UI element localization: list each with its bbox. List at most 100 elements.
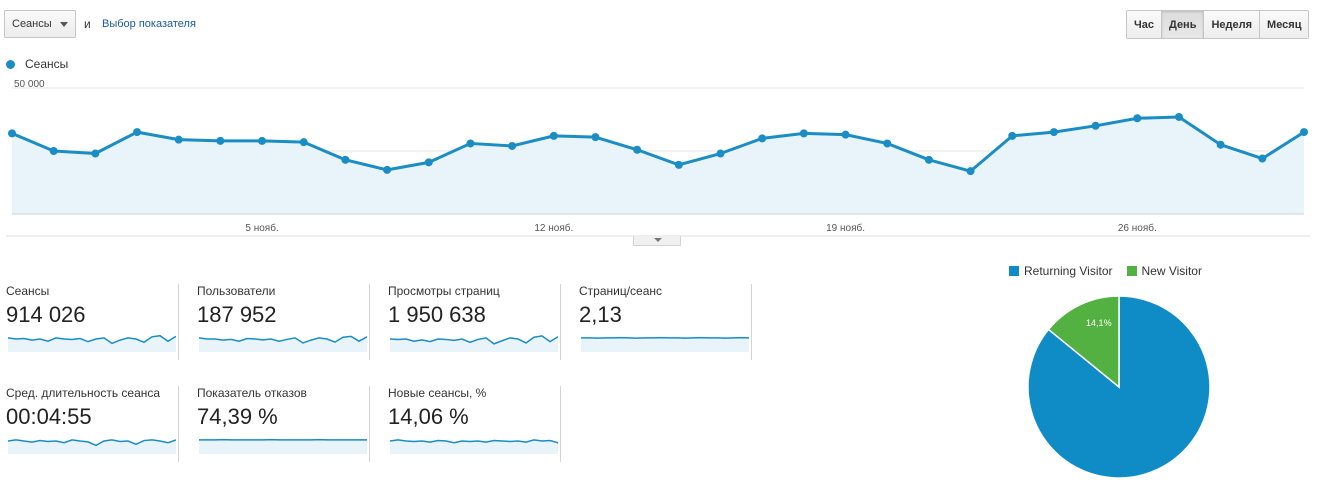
kpi-sparkline	[8, 334, 176, 352]
kpi-sparkline	[8, 439, 176, 454]
data-point[interactable]	[1174, 112, 1183, 121]
kpi-bounce-rate: Показатель отказов 74,39 %	[197, 386, 370, 462]
data-point[interactable]	[424, 158, 433, 167]
y-tick-label: 50 000	[14, 79, 45, 90]
data-point[interactable]	[383, 165, 392, 174]
chevron-down-icon	[654, 238, 662, 242]
data-point[interactable]	[91, 149, 100, 158]
kpi-sparkline	[199, 438, 367, 454]
legend-swatch	[1126, 266, 1137, 276]
sessions-line	[11, 115, 1305, 173]
data-point[interactable]	[49, 147, 58, 155]
data-point[interactable]	[674, 160, 683, 169]
kpi-label: Сеансы	[6, 284, 50, 298]
sparkline-line	[8, 334, 176, 345]
period-hour-button[interactable]: Час	[1127, 11, 1161, 38]
pie-legend: Returning Visitor New Visitor	[1009, 264, 1216, 278]
pie-legend-item-returning[interactable]: Returning Visitor	[1009, 264, 1113, 278]
period-switcher: Час День Неделя Месяц	[1126, 10, 1310, 39]
legend-swatch	[1009, 266, 1019, 276]
metric-select[interactable]: Сеансы	[4, 10, 76, 38]
data-point[interactable]	[758, 134, 767, 143]
sparkline-area	[390, 439, 558, 454]
metric-select-value: Сеансы	[12, 18, 52, 30]
data-point[interactable]	[1258, 154, 1267, 163]
pie-legend-label: New Visitor	[1141, 264, 1202, 278]
kpi-sparkline	[390, 335, 558, 352]
data-point[interactable]	[883, 139, 892, 148]
period-day-button[interactable]: День	[1160, 11, 1204, 38]
chevron-down-icon	[60, 22, 68, 27]
pie-slice-new[interactable]	[1047, 295, 1120, 389]
sparkline-line	[8, 439, 176, 447]
sparkline-area	[199, 439, 367, 454]
x-tick-label: 26 нояб.	[1118, 222, 1157, 234]
and-label: и	[84, 17, 91, 31]
data-point[interactable]	[174, 135, 183, 144]
data-point[interactable]	[341, 155, 350, 164]
data-point[interactable]	[716, 149, 725, 158]
kpi-value: 187 952	[197, 302, 277, 327]
data-point[interactable]	[549, 131, 558, 140]
data-point[interactable]	[258, 136, 267, 145]
period-week-button[interactable]: Неделя	[1203, 11, 1260, 38]
kpi-label: Просмотры страниц	[388, 284, 500, 298]
kpi-label: Новые сеансы, %	[388, 386, 487, 400]
chart-collapse-handle[interactable]	[633, 236, 681, 246]
data-point[interactable]	[591, 133, 600, 142]
data-point[interactable]	[133, 128, 142, 137]
sparkline-area	[8, 335, 176, 352]
kpi-sparkline	[581, 336, 749, 352]
data-point[interactable]	[466, 139, 475, 148]
sparkline-line	[199, 335, 367, 344]
sparkline-area	[390, 335, 558, 352]
x-tick-label: 5 нояб.	[245, 222, 278, 234]
sparkline-line	[390, 335, 558, 345]
period-month-button[interactable]: Месяц	[1259, 11, 1309, 38]
kpi-pageviews: Просмотры страниц 1 950 638	[388, 284, 561, 360]
kpi-avg-session-duration: Сред. длительность сеанса 00:04:55	[6, 386, 179, 462]
kpi-label: Страниц/сеанс	[579, 284, 663, 298]
kpi-sessions: Сеансы 914 026	[6, 284, 179, 360]
x-tick-label: 19 нояб.	[826, 222, 865, 234]
data-point[interactable]	[924, 155, 933, 164]
data-point[interactable]	[841, 130, 850, 139]
sparkline-area	[199, 336, 367, 352]
data-point[interactable]	[1133, 114, 1142, 123]
chart-legend: Сеансы	[6, 57, 68, 71]
kpi-value: 00:04:55	[6, 404, 92, 429]
data-point[interactable]	[508, 141, 517, 150]
kpi-label: Сред. длительность сеанса	[6, 386, 161, 400]
data-point[interactable]	[299, 138, 308, 147]
kpi-users: Пользователи 187 952	[197, 284, 370, 360]
kpi-label: Пользователи	[197, 284, 276, 298]
x-tick-label: 12 нояб.	[534, 222, 573, 234]
kpi-pages-per-session: Страниц/сеанс 2,13	[579, 284, 752, 360]
kpi-new-sessions: Новые сеансы, % 14,06 %	[388, 386, 561, 462]
data-point[interactable]	[216, 136, 225, 145]
sparkline-line	[390, 439, 558, 444]
data-point[interactable]	[1008, 131, 1017, 140]
kpi-value: 14,06 %	[388, 404, 469, 429]
data-point[interactable]	[799, 129, 808, 138]
kpi-value: 74,39 %	[197, 404, 278, 429]
pie-slice-label: 14,1%	[1086, 318, 1112, 328]
sparkline-area	[8, 439, 176, 454]
pie-legend-item-new[interactable]: New Visitor	[1126, 264, 1202, 278]
data-point[interactable]	[1216, 140, 1225, 149]
metric-picker-link[interactable]: Выбор показателя	[102, 18, 196, 30]
sparkline-area	[581, 337, 749, 352]
kpi-value: 914 026	[6, 302, 86, 327]
kpi-label: Показатель отказов	[197, 386, 307, 400]
data-point[interactable]	[1300, 128, 1308, 137]
data-point[interactable]	[8, 129, 16, 138]
data-point[interactable]	[966, 167, 975, 176]
data-point[interactable]	[1049, 128, 1058, 137]
data-point[interactable]	[633, 145, 642, 154]
legend-dot	[6, 59, 15, 69]
data-point[interactable]	[1091, 121, 1100, 130]
kpi-sparkline	[199, 335, 367, 352]
pie-legend-label: Returning Visitor	[1024, 264, 1113, 278]
kpi-value: 1 950 638	[388, 302, 486, 327]
kpi-sparkline	[390, 439, 558, 454]
